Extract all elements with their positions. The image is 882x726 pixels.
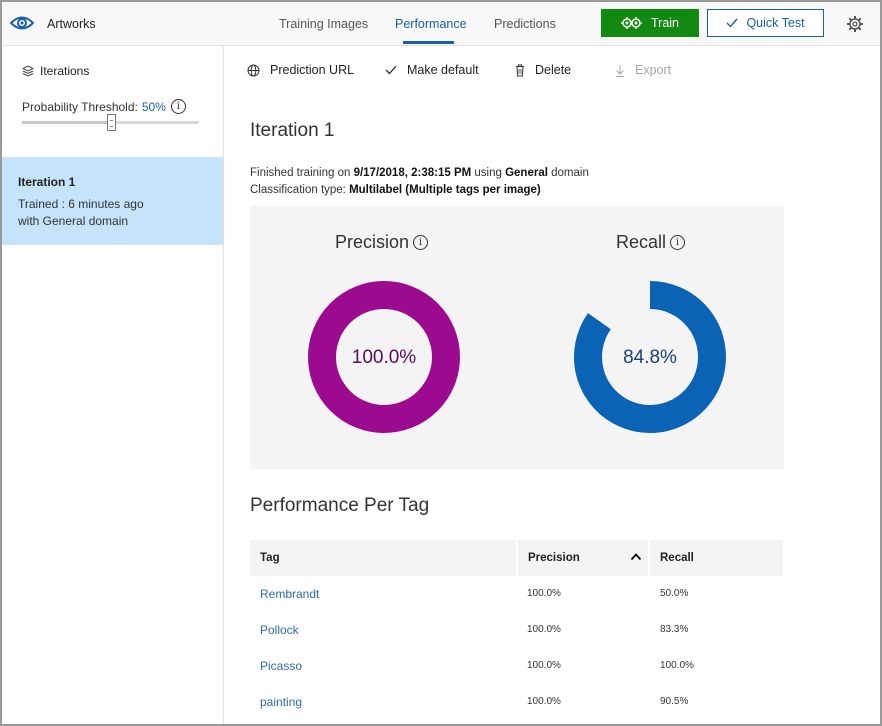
tab-training-images[interactable]: Training Images <box>279 17 369 31</box>
training-date: 9/17/2018, 2:38:15 PM <box>353 167 472 179</box>
recall-title: Recall i <box>616 232 686 253</box>
iteration-heading: Iteration 1 <box>250 120 335 141</box>
layers-icon <box>22 65 34 77</box>
column-separator <box>516 540 518 576</box>
iteration-trained-time: Trained : 6 minutes ago <box>18 197 144 211</box>
prediction-url-button[interactable]: Prediction URL <box>247 63 354 77</box>
tag-name-link[interactable]: Rembrandt <box>260 587 320 601</box>
iterations-header: Iterations <box>22 64 89 78</box>
tag-name-link[interactable]: Picasso <box>260 659 303 673</box>
iterations-label: Iterations <box>40 64 90 78</box>
recall-column-header[interactable]: Recall <box>650 540 783 576</box>
tag-recall-cell: 100.0% <box>660 660 694 671</box>
globe-icon <box>247 64 260 76</box>
classification-type-value: Multilabel (Multiple tags per image) <box>349 184 541 196</box>
precision-column-header[interactable]: Precision <box>518 540 648 576</box>
iterations-sidebar: Iterations Probability Threshold: 50% i … <box>2 46 224 724</box>
threshold-value: 50% <box>141 99 166 114</box>
table-body: Rembrandt 100.0% 50.0% Pollock 100.0% 83.3% Pi… <box>250 576 783 720</box>
probability-threshold: Probability Threshold: 50% i <box>22 99 186 114</box>
tag-recall-cell: 83.3% <box>660 624 689 635</box>
table-row: Picasso 100.0% 100.0% <box>250 648 783 684</box>
prediction-url-label: Prediction URL <box>270 63 355 77</box>
recall-donut <box>574 281 726 433</box>
training-info-suffix: domain <box>547 167 589 179</box>
tab-predictions[interactable]: Predictions <box>494 17 556 31</box>
classification-type-prefix: Classification type: <box>250 184 350 196</box>
slider-fill <box>22 121 111 124</box>
tag-name-link[interactable]: painting <box>260 695 303 709</box>
quick-test-button[interactable]: Quick Test <box>707 9 824 37</box>
precision-value: 100.0% <box>351 347 417 368</box>
training-info-line: Finished training on 9/17/2018, 2:38:15 … <box>250 167 589 179</box>
tag-precision-cell: 100.0% <box>527 696 561 707</box>
make-default-button[interactable]: Make default <box>385 63 479 77</box>
precision-label: Precision <box>335 232 410 252</box>
per-tag-table: Tag Precision Recall Rembrandt 100.0% 50.0… <box>250 540 783 720</box>
column-separator <box>648 540 650 576</box>
training-info-prefix: Finished training on <box>250 167 354 179</box>
tag-precision-cell: 100.0% <box>527 624 561 635</box>
quick-test-label: Quick Test <box>746 16 805 30</box>
performance-summary-panel: Precision i 100.0% Recall i 84.8% <box>250 206 784 469</box>
table-row: Rembrandt 100.0% 50.0% <box>250 576 783 612</box>
checkmark-icon <box>726 18 738 28</box>
delete-label: Delete <box>535 63 572 77</box>
top-header: Artworks Training Images Performance Pre… <box>2 2 880 46</box>
precision-title: Precision i <box>335 232 429 253</box>
tab-performance[interactable]: Performance <box>395 17 467 31</box>
settings-gear-icon[interactable] <box>846 15 864 33</box>
tag-precision-cell: 100.0% <box>527 660 561 671</box>
tag-recall-cell: 50.0% <box>660 588 689 599</box>
recall-value: 84.8% <box>623 347 677 368</box>
per-tag-heading: Performance Per Tag <box>250 495 430 516</box>
active-tab-indicator <box>403 41 454 44</box>
gears-icon <box>620 17 642 29</box>
tag-column-header[interactable]: Tag <box>250 540 516 576</box>
donut-arc <box>308 281 460 433</box>
eye-logo-icon[interactable] <box>10 12 34 34</box>
checkmark-icon <box>385 65 397 75</box>
delete-button[interactable]: Delete <box>515 63 571 77</box>
threshold-info-icon[interactable]: i <box>170 99 186 114</box>
precision-info-icon[interactable]: i <box>413 235 429 250</box>
performance-main: Prediction URL Make default Delete Expor… <box>225 46 880 724</box>
make-default-label: Make default <box>407 63 479 77</box>
training-info-middle: using <box>471 167 506 179</box>
train-button[interactable]: Train <box>601 9 699 37</box>
slider-handle[interactable] <box>106 114 116 131</box>
tag-recall-cell: 90.5% <box>660 696 689 707</box>
precision-donut <box>308 281 460 433</box>
tag-name-link[interactable]: Pollock <box>260 623 299 637</box>
donut-arc <box>574 281 726 433</box>
classification-type-line: Classification type: Multilabel (Multipl… <box>250 184 541 196</box>
download-icon <box>616 64 624 77</box>
tag-precision-cell: 100.0% <box>527 588 561 599</box>
threshold-slider[interactable] <box>22 114 199 131</box>
export-button[interactable]: Export <box>615 63 671 77</box>
table-row: Pollock 100.0% 83.3% <box>250 612 783 648</box>
recall-label: Recall <box>616 232 667 252</box>
export-label: Export <box>635 63 672 77</box>
iteration-list-item[interactable]: Iteration 1 Trained : 6 minutes ago with… <box>2 157 223 245</box>
recall-info-icon[interactable]: i <box>670 235 686 250</box>
sort-ascending-icon[interactable] <box>630 552 642 562</box>
table-header-row: Tag Precision Recall <box>250 540 783 576</box>
trash-icon <box>516 64 524 76</box>
threshold-label: Probability Threshold: <box>22 99 138 114</box>
iteration-domain: with General domain <box>18 214 129 228</box>
training-domain: General <box>505 167 548 179</box>
iteration-title: Iteration 1 <box>18 175 76 189</box>
train-button-label: Train <box>650 16 679 30</box>
table-row: painting 100.0% 90.5% <box>250 684 783 720</box>
app-title: Artworks <box>47 17 96 31</box>
